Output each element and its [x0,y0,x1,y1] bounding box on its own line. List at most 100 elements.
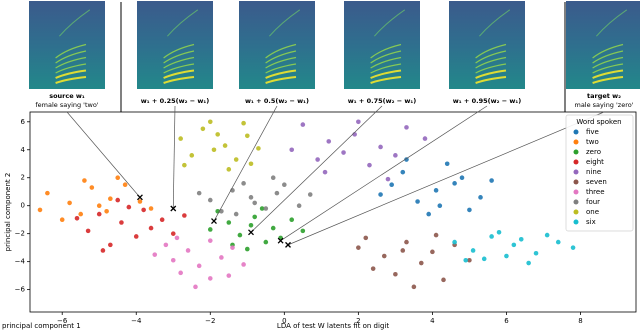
point [315,157,320,162]
point [200,126,206,132]
harmonic [592,43,624,59]
corner-label: principal component 1 [2,322,81,330]
point [470,248,476,253]
legend-label: seven [586,178,607,186]
formant [374,9,406,37]
point [108,242,113,248]
point [256,146,261,151]
point [300,122,306,127]
harmonic [55,43,87,59]
point [296,203,302,209]
point [282,182,287,188]
point [504,253,509,259]
point [263,239,269,245]
harmonic [475,43,507,59]
harmonic [592,69,624,79]
point [148,206,154,211]
spectrogram [29,1,105,89]
x-tick-label: 2 [356,317,360,325]
point [241,262,246,267]
legend-label: one [586,208,599,216]
point [148,225,154,231]
point [226,273,232,278]
harmonic [370,63,402,74]
point [226,220,232,225]
arrow [287,111,605,246]
spectrogram [344,1,420,89]
point [152,252,158,257]
x-tick-label: −4 [131,317,142,325]
point [233,157,239,162]
point [289,217,295,222]
point [511,242,517,248]
interpolation-marker [170,205,177,212]
point [489,178,494,183]
point [367,162,372,168]
harmonic [55,50,87,64]
x-tick-label: 0 [282,317,286,325]
harmonic [592,76,624,84]
point [393,153,398,158]
point [248,161,254,167]
point [237,232,243,238]
formant [269,9,301,37]
point [570,245,576,250]
cross [211,218,217,225]
point [207,227,213,232]
point [426,211,431,217]
point [422,136,428,141]
harmonic [475,56,507,69]
point [59,217,65,222]
x-tick-label: 8 [578,317,582,325]
point [496,229,502,235]
point [437,203,443,209]
point [207,197,213,203]
point [452,239,457,245]
point [356,245,361,250]
point [207,119,213,125]
point [96,203,102,209]
point [207,238,213,243]
point [82,178,87,183]
point [241,120,246,126]
harmonic [370,76,402,84]
point [544,232,550,238]
point [219,255,224,260]
point [418,260,424,266]
cross [285,241,291,248]
y-tick-label: −4 [15,258,26,266]
cross [170,205,177,212]
panel-caption: w₁ + 0.75(w₂ − w₁) [348,97,417,105]
point [555,239,561,245]
point [207,276,213,281]
arrow [172,105,176,209]
x-tick-label: 4 [430,317,435,325]
spectrogram [239,1,315,89]
point [393,271,398,277]
legend-box [565,114,634,232]
arrow [250,105,383,233]
point [126,204,132,210]
point [300,228,306,234]
harmonic [55,63,87,74]
point [119,220,124,225]
point [222,143,228,148]
point [263,206,269,211]
harmonic [265,50,297,64]
point [37,207,43,213]
harmonic [592,63,624,74]
cross [277,237,284,244]
legend-label: eight [586,158,604,166]
spectrogram [566,1,640,89]
y-tick-label: −6 [15,286,26,294]
harmonic [370,69,402,79]
point [441,277,446,283]
point [96,211,102,217]
harmonic [163,50,195,64]
plot-area [29,111,637,313]
point [378,192,383,197]
point [248,222,254,228]
point [196,190,202,196]
point [467,207,472,213]
